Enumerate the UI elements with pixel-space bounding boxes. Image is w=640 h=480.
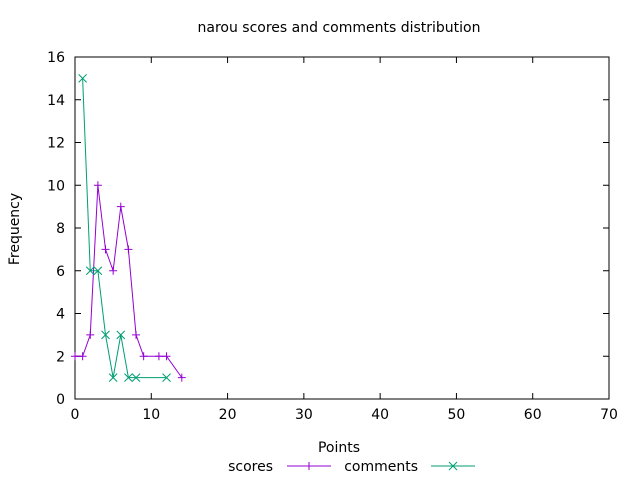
legend-label-scores: scores <box>228 459 273 475</box>
data-point-comments <box>85 266 95 276</box>
y-tick-label: 0 <box>56 392 65 408</box>
data-point-comments <box>108 373 118 382</box>
data-point-scores <box>101 245 110 254</box>
y-tick-label: 12 <box>47 136 65 152</box>
chart-title: narou scores and comments distribution <box>198 20 481 36</box>
series-scores <box>71 181 186 382</box>
data-point-scores <box>139 352 148 361</box>
data-point-scores <box>71 352 79 361</box>
legend-entry-scores: scores <box>228 459 331 475</box>
y-tick-label: 8 <box>56 221 65 237</box>
legend-marker-scores <box>305 462 313 470</box>
x-tick-label: 60 <box>524 407 542 423</box>
x-tick-label: 10 <box>142 407 160 423</box>
data-point-comments <box>116 330 126 340</box>
data-point-scores <box>154 352 163 361</box>
x-tick-label: 40 <box>371 407 389 423</box>
legend-marker-comments <box>448 461 458 471</box>
data-point-scores <box>162 352 171 361</box>
x-tick-label: 50 <box>448 407 466 423</box>
x-axis-label: Points <box>318 440 360 456</box>
y-tick-label: 2 <box>56 349 65 365</box>
data-point-scores <box>78 352 87 361</box>
plot-frame <box>74 56 610 400</box>
legend-label-comments: comments <box>344 459 418 475</box>
y-tick-label: 6 <box>56 264 65 280</box>
data-point-comments <box>101 330 110 340</box>
y-tick-label: 10 <box>47 178 65 194</box>
x-tick-label: 20 <box>219 407 237 423</box>
y-axis-label: Frequency <box>7 193 23 265</box>
data-point-scores <box>109 266 118 275</box>
data-point-comments <box>78 74 87 83</box>
series-comments <box>78 74 171 382</box>
data-point-scores <box>93 181 102 190</box>
x-tick-label: 0 <box>71 407 80 423</box>
data-point-scores <box>177 373 186 382</box>
y-tick-label: 4 <box>56 307 65 323</box>
x-tick-label: 30 <box>295 407 313 423</box>
y-tick-label: 14 <box>47 93 65 109</box>
series-line-scores <box>75 185 183 378</box>
x-tick-label: 70 <box>600 407 618 423</box>
y-tick-label: 16 <box>47 50 65 66</box>
data-point-scores <box>124 245 133 254</box>
data-point-comments <box>131 373 141 382</box>
data-point-scores <box>132 330 141 339</box>
data-point-comments <box>162 373 171 382</box>
data-point-comments <box>124 373 133 382</box>
data-point-scores <box>116 202 125 211</box>
legend-entry-comments: comments <box>344 459 475 475</box>
data-point-comments <box>93 266 103 276</box>
data-point-scores <box>86 330 95 339</box>
